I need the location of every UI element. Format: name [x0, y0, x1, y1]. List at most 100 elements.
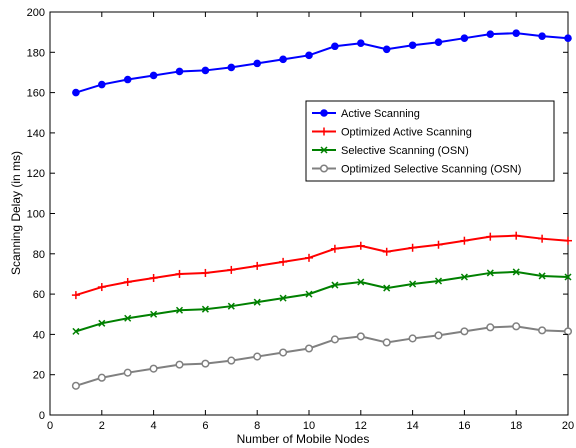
legend-marker — [320, 146, 328, 154]
data-point — [357, 39, 365, 48]
data-point-b — [253, 298, 261, 306]
y-tick-label: 80 — [33, 249, 45, 261]
data-point — [305, 51, 313, 60]
data-point — [201, 268, 210, 277]
x-axis-label: Number of Mobile Nodes — [237, 432, 370, 446]
data-point — [383, 284, 391, 292]
data-point-b — [512, 268, 520, 276]
data-point — [98, 319, 106, 327]
data-point-b — [305, 290, 313, 298]
data-point — [71, 381, 80, 390]
data-point — [227, 302, 235, 310]
data-point-b — [357, 278, 365, 286]
legend-label: Selective Scanning (OSN) — [341, 145, 469, 157]
data-point — [409, 280, 417, 288]
data-point-b — [150, 310, 158, 318]
data-point-b — [124, 314, 132, 322]
data-point — [512, 231, 521, 240]
data-point-b — [564, 273, 572, 281]
data-point — [434, 277, 443, 285]
x-tick-label: 18 — [510, 420, 522, 432]
legend-label: Optimized Active Scanning — [341, 127, 472, 139]
series-line — [75, 270, 569, 333]
x-tick-label: 2 — [99, 420, 105, 432]
data-point — [124, 314, 132, 322]
data-point — [149, 71, 158, 80]
x-tick-label: 12 — [355, 420, 367, 432]
data-point — [279, 55, 287, 64]
data-point — [512, 322, 521, 331]
data-point — [486, 323, 495, 332]
data-point — [538, 326, 547, 335]
data-point — [538, 234, 547, 243]
legend-box — [305, 100, 555, 182]
legend-item: Selective Scanning (OSN) — [312, 145, 469, 157]
data-point-b — [331, 281, 339, 289]
legend-label: Active Scanning — [341, 108, 420, 120]
data-point — [356, 332, 365, 341]
legend-marker — [319, 164, 329, 173]
y-tick-label: 40 — [33, 329, 45, 341]
data-point — [175, 269, 184, 278]
legend-marker — [320, 127, 328, 136]
data-point-b — [538, 272, 546, 280]
y-tick-label: 0 — [39, 410, 45, 422]
data-point — [201, 305, 209, 313]
data-point-b — [227, 302, 235, 310]
data-point — [149, 273, 158, 282]
data-point — [279, 257, 288, 266]
data-point — [486, 232, 495, 241]
x-tick-label: 14 — [406, 420, 418, 432]
data-point-b — [201, 305, 209, 313]
data-point — [408, 41, 417, 50]
y-tick-label: 180 — [27, 47, 45, 59]
plot-frame — [49, 11, 569, 416]
data-point — [512, 29, 521, 37]
data-point — [72, 327, 80, 335]
data-point — [305, 253, 313, 262]
legend-label: Optimized Selective Scanning (OSN) — [341, 164, 521, 176]
data-point — [71, 291, 80, 300]
data-point — [305, 290, 313, 298]
x-tick-label: 20 — [562, 420, 574, 432]
data-point — [201, 66, 210, 75]
legend-item: Optimized Active Scanning — [312, 127, 472, 139]
data-point — [512, 268, 520, 276]
data-point — [97, 283, 106, 292]
data-point — [486, 269, 494, 277]
y-tick-label: 100 — [27, 209, 45, 221]
data-point — [382, 247, 391, 256]
series-2 — [71, 231, 572, 300]
data-point — [123, 368, 132, 377]
legend: Active Scanning Optimized Active Scanning… — [305, 100, 555, 182]
x-tick-label: 16 — [458, 420, 470, 432]
data-point — [460, 327, 469, 336]
data-point-b — [98, 319, 106, 327]
legend-marker — [320, 109, 328, 117]
y-tick-label: 120 — [27, 168, 45, 180]
series-line — [75, 325, 569, 387]
data-point-b — [279, 294, 287, 302]
data-point — [538, 272, 546, 280]
data-point-b — [72, 327, 80, 335]
data-point — [150, 310, 158, 318]
data-point — [460, 273, 468, 281]
data-point — [460, 236, 469, 245]
data-point — [227, 356, 236, 365]
data-point — [331, 281, 339, 289]
series-line — [75, 234, 569, 297]
data-point — [304, 344, 314, 353]
data-point — [434, 331, 443, 340]
y-tick-label: 20 — [33, 370, 45, 382]
data-point-b — [460, 273, 468, 281]
data-point-b — [409, 280, 417, 288]
data-point — [253, 298, 261, 306]
data-point — [279, 348, 288, 357]
data-point — [538, 32, 546, 40]
data-point — [253, 261, 262, 270]
data-point — [331, 42, 339, 51]
y-tick-label: 60 — [33, 289, 45, 301]
series-3 — [72, 268, 572, 335]
data-point — [201, 359, 210, 368]
